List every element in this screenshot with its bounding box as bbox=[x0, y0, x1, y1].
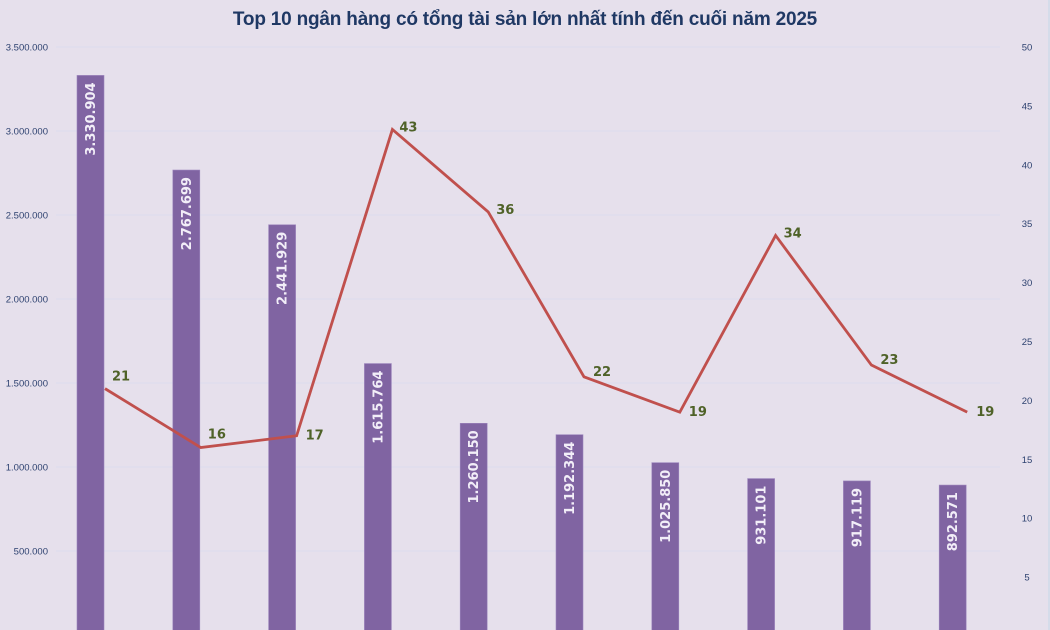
line-value-label: 23 bbox=[880, 353, 898, 368]
right-axis-tick: 50 bbox=[1022, 43, 1033, 54]
bar-rect bbox=[172, 169, 201, 630]
left-axis-tick: 3.500.000 bbox=[6, 43, 48, 54]
line-series bbox=[104, 127, 968, 449]
bar-value-label: 3.330.904 bbox=[84, 82, 99, 155]
right-axis-tick: 35 bbox=[1022, 219, 1033, 230]
right-axis-tick: 45 bbox=[1022, 101, 1033, 112]
left-axis-tick: 3.000.000 bbox=[6, 127, 48, 138]
bar-rect bbox=[459, 422, 488, 630]
line-data-labels: 21 16 17 43 36 22 19 34 23 19 bbox=[112, 120, 994, 443]
bar-rect bbox=[843, 480, 871, 630]
gridlines bbox=[56, 46, 1000, 552]
right-axis-tick: 10 bbox=[1022, 514, 1033, 525]
bar-rect bbox=[747, 478, 775, 630]
right-axis-tick: 40 bbox=[1022, 160, 1033, 171]
bar-rect bbox=[268, 224, 296, 630]
left-axis-tick: 500.000 bbox=[14, 547, 48, 558]
bar: 1.615.764 bbox=[364, 363, 392, 630]
bar: 1.192.344 bbox=[555, 434, 584, 630]
bar-value-label: 1.192.344 bbox=[563, 442, 578, 515]
line-value-label: 22 bbox=[593, 365, 611, 380]
bar-value-label: 1.260.150 bbox=[467, 430, 482, 503]
bar: 917.119 bbox=[843, 480, 871, 630]
line-value-label: 19 bbox=[976, 405, 994, 420]
chart-title: Top 10 ngân hàng có tổng tài sản lớn nhấ… bbox=[232, 9, 818, 30]
bar-rect bbox=[364, 363, 392, 630]
line-path bbox=[104, 127, 968, 449]
bar: 2.441.929 bbox=[268, 224, 296, 630]
line-value-label: 36 bbox=[496, 203, 514, 218]
bar: 931.101 bbox=[747, 478, 775, 630]
bar-rect bbox=[938, 484, 967, 630]
bar: 1.025.850 bbox=[651, 462, 680, 630]
bar-value-label: 931.101 bbox=[755, 486, 770, 545]
line-value-label: 21 bbox=[112, 370, 130, 385]
left-axis-tick: 1.500.000 bbox=[6, 379, 48, 390]
right-y-axis: 5 10 15 20 25 30 35 40 45 50 bbox=[1022, 43, 1033, 584]
bar: 892.571 bbox=[938, 484, 967, 630]
bar-value-label: 892.571 bbox=[946, 492, 961, 551]
right-axis-tick: 5 bbox=[1024, 573, 1029, 584]
bar: 1.260.150 bbox=[459, 422, 488, 630]
left-axis-tick: 1.000.000 bbox=[6, 463, 48, 474]
line-value-label: 17 bbox=[306, 429, 324, 444]
right-axis-tick: 20 bbox=[1022, 396, 1033, 407]
line-value-label: 19 bbox=[689, 405, 707, 420]
line-value-label: 34 bbox=[784, 226, 802, 241]
line-value-label: 43 bbox=[399, 120, 417, 135]
bar-value-label: 917.119 bbox=[850, 488, 865, 547]
bar-value-label: 1.025.850 bbox=[659, 470, 674, 543]
bar: 2.767.699 bbox=[172, 169, 201, 630]
bar-value-label: 2.767.699 bbox=[180, 177, 195, 250]
bar-rect bbox=[76, 75, 105, 630]
bar-series-total-assets: 3.330.904 2.767.699 2.441.929 1.615.764 1.26… bbox=[76, 75, 967, 630]
right-axis-tick: 25 bbox=[1022, 337, 1033, 348]
bar-value-label: 2.441.929 bbox=[276, 232, 291, 305]
bar: 3.330.904 bbox=[76, 75, 105, 630]
left-axis-tick: 2.500.000 bbox=[6, 211, 48, 222]
right-axis-tick: 15 bbox=[1022, 455, 1033, 466]
right-axis-tick: 30 bbox=[1022, 278, 1033, 289]
bar-rect bbox=[651, 462, 680, 630]
left-axis-tick: 2.000.000 bbox=[6, 295, 48, 306]
left-y-axis: 500.000 1.000.000 1.500.000 2.000.000 2.500.… bbox=[6, 43, 48, 558]
line-value-label: 16 bbox=[208, 428, 226, 443]
bar-value-label: 1.615.764 bbox=[371, 371, 386, 444]
bar-rect bbox=[555, 434, 584, 630]
